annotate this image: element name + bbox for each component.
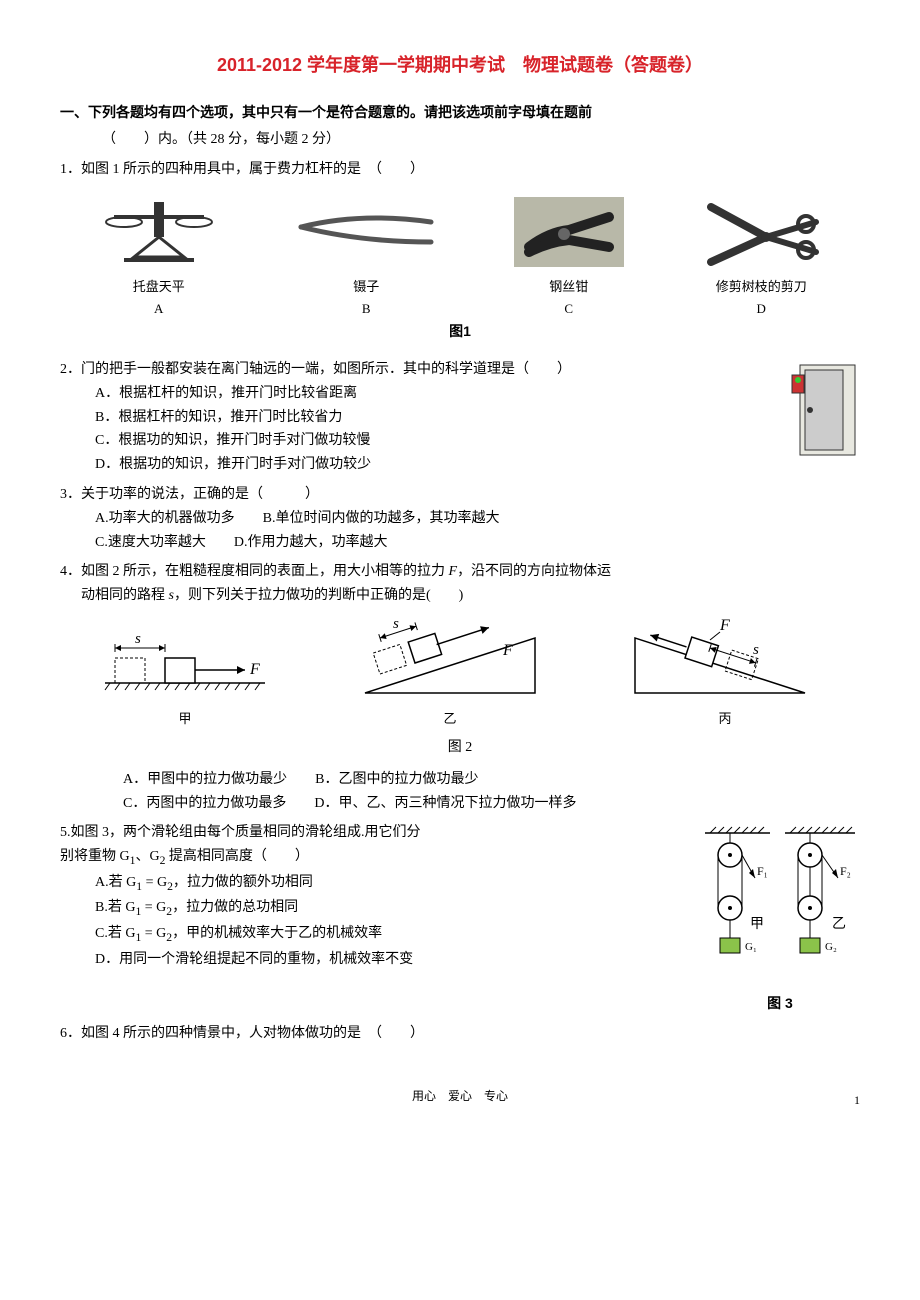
q1-a-caption: 托盘天平	[133, 279, 185, 294]
svg-text:G₂: G₂	[825, 941, 837, 953]
question-5: F₁ G₁ 甲 F₂ G₂ 乙 图 3 5.如图 3，两个滑轮组由每个质量相同的…	[60, 821, 860, 1016]
door-icon	[790, 360, 860, 460]
q1-b-caption: 镊子	[353, 279, 379, 294]
q5-l2a: 别将重物 G	[60, 849, 130, 864]
q4-opt-b: B．乙图中的拉力做功最少	[315, 768, 478, 792]
q4-l2b: ，则下列关于拉力做功的判断中正确的是( )	[174, 588, 463, 603]
q1-item-b: 镊子 B	[291, 192, 441, 320]
page-title: 2011-2012 学年度第一学期期中考试 物理试题卷（答题卷）	[60, 50, 860, 81]
question-3: 3．关于功率的说法，正确的是（ ） A.功率大的机器做功多 B.单位时间内做的功…	[60, 483, 860, 554]
q3-opt-b: B.单位时间内做的功越多，其功率越大	[263, 507, 500, 531]
q4-jia-label: 甲	[178, 708, 191, 730]
svg-text:乙: 乙	[832, 916, 846, 932]
q3-stem: 3．关于功率的说法，正确的是（ ）	[60, 483, 860, 507]
svg-text:F₁: F₁	[757, 864, 768, 878]
q4-opt-c: C．丙图中的拉力做功最多	[123, 792, 286, 816]
q4-opt-d: D．甲、乙、丙三种情况下拉力做功一样多	[314, 792, 576, 816]
svg-text:F: F	[249, 661, 260, 678]
q2-opt-d: D．根据功的知识，推开门时手对门做功较少	[95, 453, 860, 477]
q1-a-letter: A	[154, 301, 163, 316]
q4-figure-row: F s 甲	[60, 618, 860, 730]
q1-item-c: 钢丝钳 C	[509, 192, 629, 320]
q4-stem-line2: 动相同的路程 s，则下列关于拉力做功的判断中正确的是( )	[81, 584, 860, 608]
q2-stem: 2．门的把手一般都安装在离门轴远的一端，如图所示．其中的科学道理是（ ）	[60, 358, 860, 382]
q2-opt-c: C．根据功的知识，推开门时手对门做功较慢	[95, 429, 860, 453]
q4-bing-label: 丙	[718, 708, 731, 730]
pliers-icon	[509, 192, 629, 272]
tweezers-icon	[291, 192, 441, 272]
section-1-sub: （ ）内。（共 28 分，每小题 2 分）	[102, 128, 860, 152]
q4-fig-jia: F s 甲	[95, 618, 275, 730]
q4-F: F	[449, 564, 458, 579]
q5b-2: = G	[141, 900, 166, 915]
svg-text:s: s	[393, 618, 399, 632]
q5-figure-label: 图 3	[700, 992, 860, 1016]
q4-fig-bing: s F 丙	[625, 618, 825, 730]
q1-item-d: 修剪树枝的剪刀 D	[696, 192, 826, 320]
q3-opt-a: A.功率大的机器做功多	[95, 507, 235, 531]
scissors-icon	[696, 192, 826, 272]
svg-text:甲: 甲	[750, 917, 764, 932]
q5c-3: ，甲的机械效率大于乙的机械效率	[172, 926, 382, 941]
q5-l2b: 、G	[135, 849, 159, 864]
svg-text:F: F	[502, 642, 513, 659]
q4-l2a: 动相同的路程	[81, 588, 169, 603]
q5a-3: ，拉力做的额外功相同	[173, 875, 313, 890]
q5b-3: ，拉力做的总功相同	[172, 900, 298, 915]
q5-pulley-figure: F₁ G₁ 甲 F₂ G₂ 乙 图 3	[700, 823, 860, 1016]
svg-text:F₂: F₂	[840, 864, 851, 878]
q1-c-caption: 钢丝钳	[549, 279, 588, 294]
q2-opt-a: A．根据杠杆的知识，推开门时比较省距离	[95, 382, 860, 406]
question-1: 1．如图 1 所示的四种用具中，属于费力杠杆的是 （ ） 托盘天平 A 镊子 B	[60, 158, 860, 344]
q2-opt-b: B．根据杠杆的知识，推开门时比较省力	[95, 406, 860, 430]
q4-stem-line1: 4．如图 2 所示，在粗糙程度相同的表面上，用大小相等的拉力 F，沿不同的方向拉…	[60, 560, 860, 584]
question-2: 2．门的把手一般都安装在离门轴远的一端，如图所示．其中的科学道理是（ ） A．根…	[60, 358, 860, 477]
svg-text:s: s	[753, 642, 759, 658]
section-1-heading: 一、下列各题均有四个选项，其中只有一个是符合题意的。请把该选项前字母填在题前	[60, 101, 860, 125]
q4-fig-yi: F s 乙	[345, 618, 555, 730]
q1-b-letter: B	[362, 301, 371, 316]
q1-d-caption: 修剪树枝的剪刀	[716, 279, 807, 294]
question-4: 4．如图 2 所示，在粗糙程度相同的表面上，用大小相等的拉力 F，沿不同的方向拉…	[60, 560, 860, 815]
q5c-1: C.若 G	[95, 926, 135, 941]
svg-text:F: F	[719, 618, 730, 634]
q5c-2: = G	[141, 926, 166, 941]
q1-figure-row: 托盘天平 A 镊子 B 钢丝钳 C	[60, 192, 860, 320]
q3-opt-c: C.速度大功率越大	[95, 531, 206, 555]
q5-l2c: 提高相同高度（ ）	[165, 849, 309, 864]
q4-yi-label: 乙	[443, 708, 456, 730]
svg-text:G₁: G₁	[745, 941, 757, 953]
q4-l1a: 4．如图 2 所示，在粗糙程度相同的表面上，用大小相等的拉力	[60, 564, 449, 579]
q5a-1: A.若 G	[95, 875, 136, 890]
svg-text:s: s	[135, 631, 141, 647]
q1-c-letter: C	[564, 301, 573, 316]
q4-opt-a: A．甲图中的拉力做功最少	[123, 768, 287, 792]
balance-scale-icon	[94, 192, 224, 272]
q4-l1b: ，沿不同的方向拉物体运	[457, 564, 611, 579]
q1-d-letter: D	[757, 301, 766, 316]
q5a-2: = G	[142, 875, 167, 890]
q1-figure-label: 图1	[60, 320, 860, 344]
q3-opt-d: D.作用力越大，功率越大	[234, 531, 388, 555]
pulley-system-icon: F₁ G₁ 甲 F₂ G₂ 乙	[700, 823, 860, 983]
q6-stem: 6．如图 4 所示的四种情景中，人对物体做功的是 （ ）	[60, 1022, 860, 1046]
q1-stem: 1．如图 1 所示的四种用具中，属于费力杠杆的是 （ ）	[60, 158, 860, 182]
q5b-1: B.若 G	[95, 900, 135, 915]
q1-item-a: 托盘天平 A	[94, 192, 224, 320]
q4-figure-label: 图 2	[60, 736, 860, 760]
question-6: 6．如图 4 所示的四种情景中，人对物体做功的是 （ ）	[60, 1022, 860, 1046]
